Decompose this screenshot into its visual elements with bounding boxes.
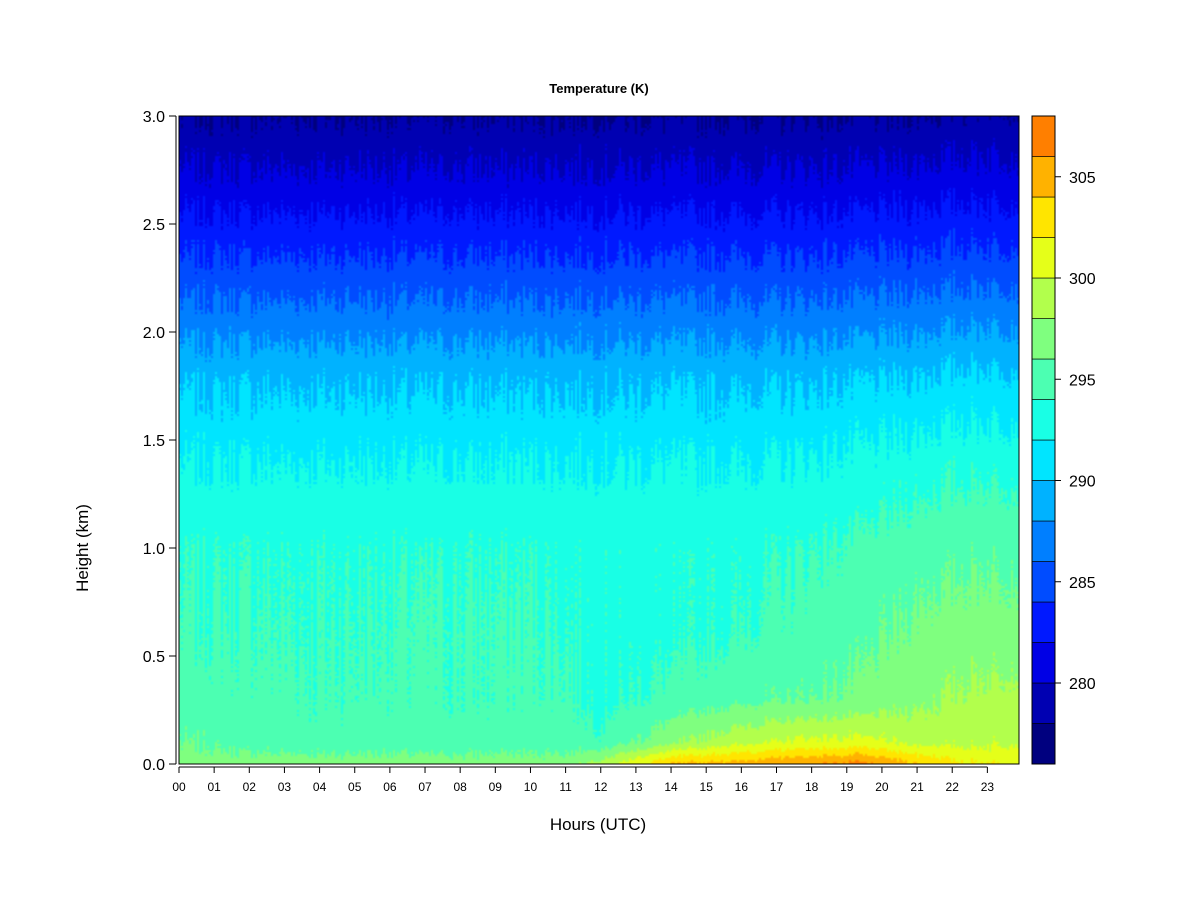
x-tick-label: 17 bbox=[770, 780, 784, 794]
x-tick-label: 08 bbox=[453, 780, 467, 794]
colorbar-tick-label: 305 bbox=[1069, 170, 1096, 187]
x-tick-label: 13 bbox=[629, 780, 643, 794]
x-tick-label: 15 bbox=[700, 780, 714, 794]
colorbar-legend: 280 285 290 295 300 305 bbox=[1031, 115, 1096, 765]
x-tick-label: 06 bbox=[383, 780, 397, 794]
colorbar-tick-label: 300 bbox=[1069, 271, 1096, 288]
colorbar-tick-label: 280 bbox=[1069, 676, 1096, 693]
colorbar-swatch bbox=[1031, 277, 1056, 319]
x-tick-label: 22 bbox=[946, 780, 960, 794]
x-tick-label: 23 bbox=[981, 780, 995, 794]
x-tick-label: 14 bbox=[664, 780, 678, 794]
colorbar-swatch bbox=[1031, 156, 1056, 198]
x-tick-label: 11 bbox=[559, 780, 572, 794]
y-tick-label: 1.5 bbox=[143, 433, 165, 450]
colorbar-swatch bbox=[1031, 601, 1056, 643]
x-axis: 00 01 02 03 04 05 06 07 08 09 10 11 12 13 14 15 16 17 18 19… bbox=[172, 766, 995, 794]
x-tick-label: 02 bbox=[243, 780, 257, 794]
colorbar-swatch bbox=[1031, 642, 1056, 684]
x-tick-label: 00 bbox=[172, 780, 186, 794]
colorbar-swatch bbox=[1031, 561, 1056, 603]
y-tick-label: 0.5 bbox=[143, 649, 165, 666]
x-tick-label: 03 bbox=[278, 780, 292, 794]
colorbar-swatch bbox=[1031, 237, 1056, 279]
x-tick-label: 16 bbox=[735, 780, 749, 794]
y-tick-label: 2.0 bbox=[143, 325, 165, 342]
colorbar-swatch bbox=[1031, 318, 1056, 360]
x-tick-label: 09 bbox=[489, 780, 503, 794]
colorbar-border bbox=[1031, 115, 1056, 765]
x-tick-label: 21 bbox=[910, 780, 924, 794]
x-tick-label: 05 bbox=[348, 780, 362, 794]
y-tick-label: 1.0 bbox=[143, 541, 165, 558]
y-tick-label: 0.0 bbox=[143, 757, 165, 774]
y-tick-label: 3.0 bbox=[143, 109, 165, 126]
heatmap-raster bbox=[179, 116, 1019, 764]
x-tick-label: 04 bbox=[313, 780, 327, 794]
colorbar-swatch bbox=[1031, 196, 1056, 238]
x-tick-label: 20 bbox=[875, 780, 889, 794]
plot-border bbox=[178, 115, 1020, 765]
y-axis: 0.0 0.5 1.0 1.5 2.0 2.5 3.0 bbox=[143, 109, 177, 774]
colorbar-swatch bbox=[1031, 358, 1056, 400]
heatmap-plot-area bbox=[178, 115, 1020, 765]
x-tick-label: 01 bbox=[207, 780, 221, 794]
x-tick-label: 18 bbox=[805, 780, 819, 794]
x-tick-label: 12 bbox=[594, 780, 608, 794]
y-tick-label: 2.5 bbox=[143, 217, 165, 234]
colorbar-tick-label: 295 bbox=[1069, 372, 1096, 389]
y-axis-label: Height (km) bbox=[73, 504, 92, 592]
chart-title: Temperature (K) bbox=[549, 81, 648, 96]
colorbar-tick-label: 290 bbox=[1069, 474, 1096, 491]
x-tick-label: 07 bbox=[418, 780, 432, 794]
colorbar-swatch bbox=[1031, 682, 1056, 724]
x-tick-label: 19 bbox=[840, 780, 854, 794]
x-tick-label: 10 bbox=[524, 780, 538, 794]
colorbar-swatch bbox=[1031, 480, 1056, 522]
colorbar-swatch bbox=[1031, 399, 1056, 441]
colorbar-swatch bbox=[1031, 439, 1056, 481]
colorbar-swatch bbox=[1031, 115, 1056, 157]
colorbar-swatch bbox=[1031, 520, 1056, 562]
colorbar-swatch bbox=[1031, 723, 1056, 765]
x-axis-label: Hours (UTC) bbox=[550, 815, 646, 834]
colorbar-tick-label: 285 bbox=[1069, 575, 1096, 592]
